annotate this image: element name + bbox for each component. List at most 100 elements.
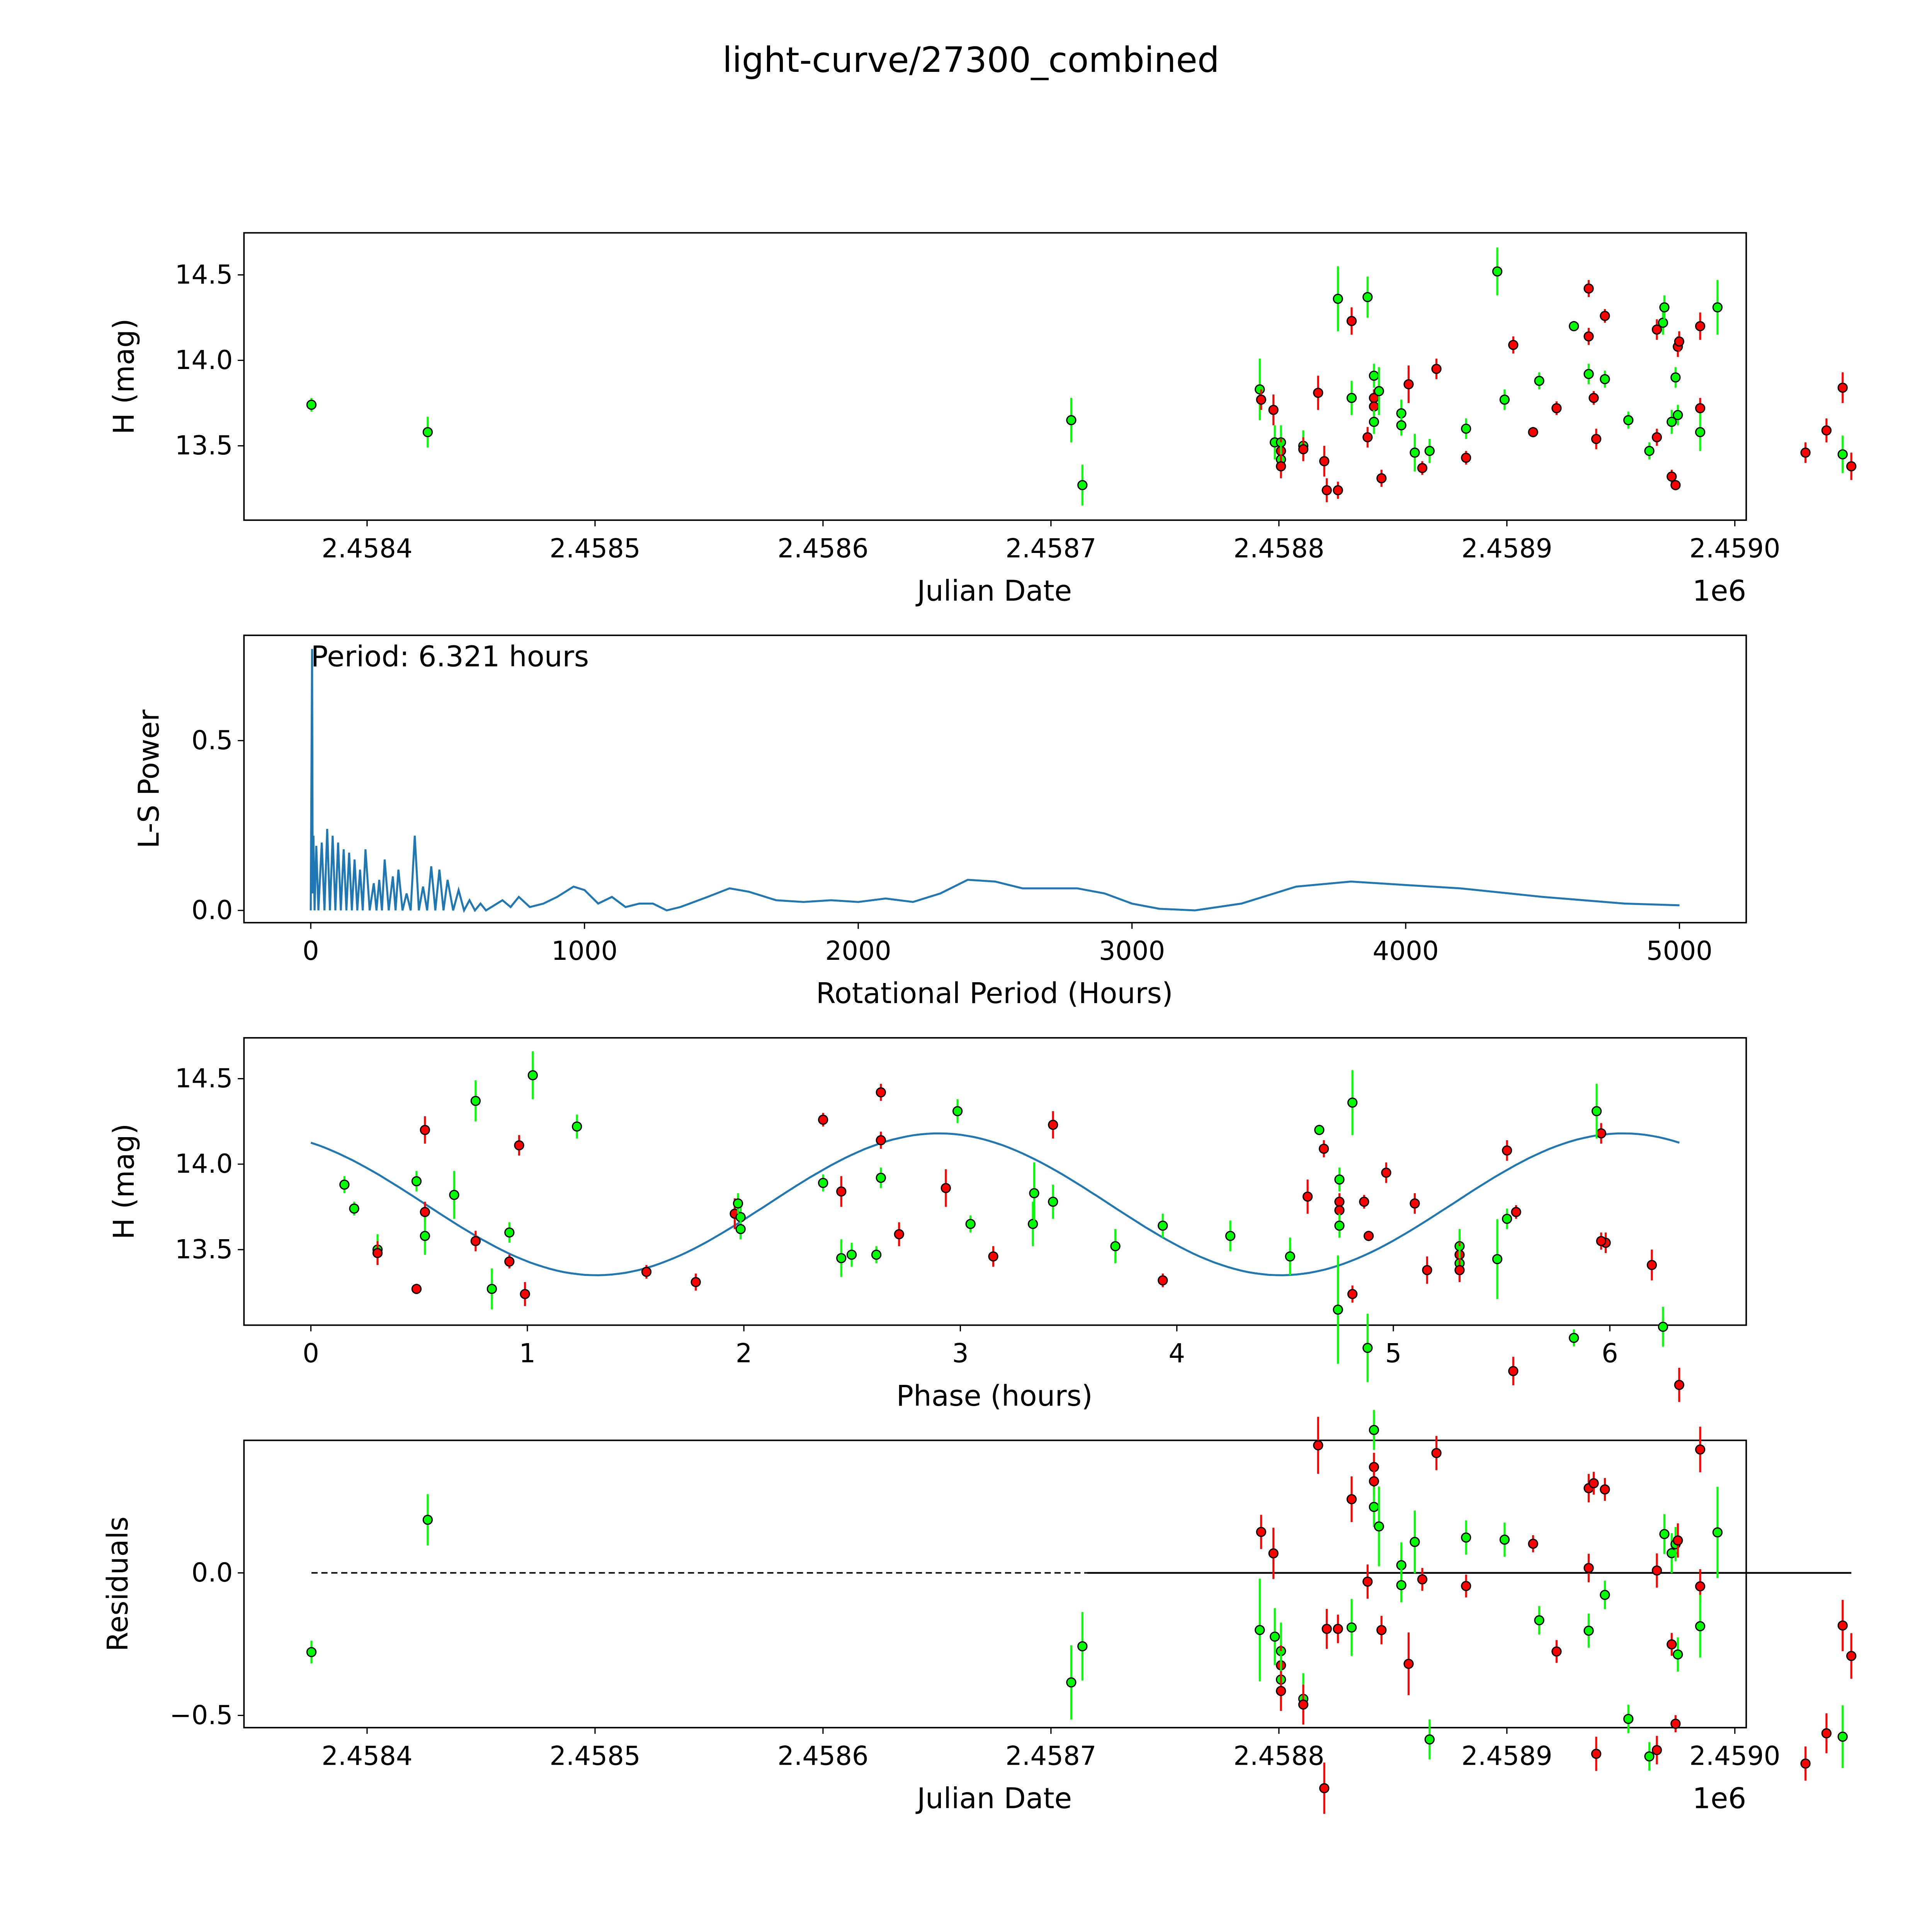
y-tick-label: 14.5 [175, 1063, 233, 1094]
data-point [1674, 336, 1684, 347]
data-point [690, 1277, 701, 1287]
x-tick-label: 2.4588 [1233, 533, 1324, 563]
data-point [1424, 1734, 1435, 1745]
data-point [1534, 1615, 1544, 1626]
panel-lightcurve: Julian Date 1e6 H (mag) [108, 318, 1746, 607]
data-point [641, 1267, 652, 1277]
data-point [1431, 1448, 1442, 1458]
data-point [1667, 417, 1677, 427]
data-point [1591, 1106, 1602, 1116]
data-point [1403, 379, 1414, 389]
data-point [1369, 1476, 1379, 1486]
data-point [1670, 1718, 1681, 1729]
data-point [818, 1178, 828, 1188]
data-point [1276, 461, 1286, 471]
x-tick-label: 2.4584 [321, 533, 412, 563]
data-point [1321, 1624, 1332, 1634]
x-tick-label: 2.4589 [1461, 1741, 1552, 1771]
data-point [1374, 386, 1384, 396]
data-point [1846, 461, 1857, 471]
data-point [1285, 1251, 1295, 1262]
x-tick-label: 2.4589 [1461, 533, 1552, 563]
data-point [1396, 420, 1406, 430]
data-point [470, 1236, 481, 1246]
data-point [1346, 393, 1357, 403]
data-point [1333, 1624, 1343, 1634]
data-point [411, 1176, 422, 1187]
data-point [420, 1207, 430, 1217]
phased-plot: 0 1 2 3 4 5 6 13.5 14.0 14.5 [175, 1037, 1747, 1369]
data-point [1298, 444, 1309, 454]
x-tick-label: 2.4585 [549, 1741, 640, 1771]
x-tick-label: 2 [736, 1338, 752, 1369]
x-tick-label: 2.4586 [777, 533, 868, 563]
data-point [1800, 1758, 1811, 1769]
x-tick-label: 2.4587 [1005, 533, 1096, 563]
data-point [1027, 1219, 1038, 1229]
data-point [1583, 1563, 1594, 1573]
x-axis-label: Julian Date [915, 575, 1072, 607]
x-tick-label: 1000 [551, 936, 617, 966]
data-point [1369, 1425, 1379, 1435]
data-point [1424, 446, 1435, 456]
x-tick-label: 6 [1602, 1338, 1618, 1369]
data-point [1048, 1196, 1058, 1207]
data-point [339, 1179, 350, 1190]
x-tick-label: 5 [1385, 1338, 1402, 1369]
data-point [1110, 1241, 1121, 1252]
axes-frame [243, 634, 1747, 923]
data-point [1276, 1686, 1286, 1696]
axes-frame [243, 1439, 1747, 1729]
data-point [940, 1183, 951, 1193]
data-point [1511, 1207, 1521, 1217]
data-point [306, 400, 317, 410]
data-point [1667, 471, 1677, 482]
data-point [1321, 485, 1332, 495]
data-point [504, 1256, 515, 1267]
data-point [1651, 1565, 1662, 1576]
data-point [836, 1253, 847, 1264]
data-point [1410, 1537, 1420, 1547]
data-point [1596, 1236, 1606, 1246]
x-tick-label: 2.4588 [1233, 1741, 1324, 1771]
data-point [422, 427, 433, 437]
data-point [1461, 1532, 1471, 1543]
data-point [1821, 425, 1832, 436]
data-point [420, 1231, 430, 1241]
y-axis-label: Residuals [102, 1517, 134, 1652]
x-tick-label: 4 [1168, 1338, 1185, 1369]
data-point [965, 1219, 976, 1229]
x-tick-label: 0 [303, 936, 319, 966]
data-point [422, 1515, 433, 1525]
y-tick-label: −0.5 [170, 1700, 233, 1730]
x-tick-label: 1 [519, 1338, 536, 1369]
x-tick-label: 2.4590 [1689, 533, 1780, 563]
data-point [527, 1070, 538, 1080]
periodogram-line [310, 649, 1680, 913]
data-point [1077, 480, 1088, 490]
data-point [1651, 432, 1662, 442]
data-point [988, 1251, 998, 1262]
data-point [1334, 1174, 1345, 1185]
data-point [1588, 1478, 1599, 1488]
data-point [1651, 324, 1662, 335]
y-axis-label: L-S Power [133, 709, 165, 849]
period-annotation: Period: 6.321 hours [311, 640, 589, 673]
data-point [1600, 374, 1610, 384]
data-point [1600, 1484, 1610, 1495]
data-point [876, 1173, 886, 1183]
y-axis-label: H (mag) [108, 318, 141, 434]
data-point [1369, 401, 1379, 412]
data-point [1591, 1748, 1602, 1759]
data-point [470, 1095, 481, 1106]
data-point [1674, 1380, 1684, 1390]
data-point [1362, 1577, 1373, 1587]
data-point [1417, 463, 1428, 473]
data-point [1670, 480, 1681, 490]
x-tick-label: 4000 [1372, 936, 1439, 966]
data-point [1048, 1119, 1058, 1130]
data-point [1270, 1631, 1280, 1642]
data-point [1837, 1620, 1848, 1631]
data-point [733, 1198, 743, 1209]
panel-residuals: Julian Date 1e6 Residuals [102, 1517, 1746, 1815]
